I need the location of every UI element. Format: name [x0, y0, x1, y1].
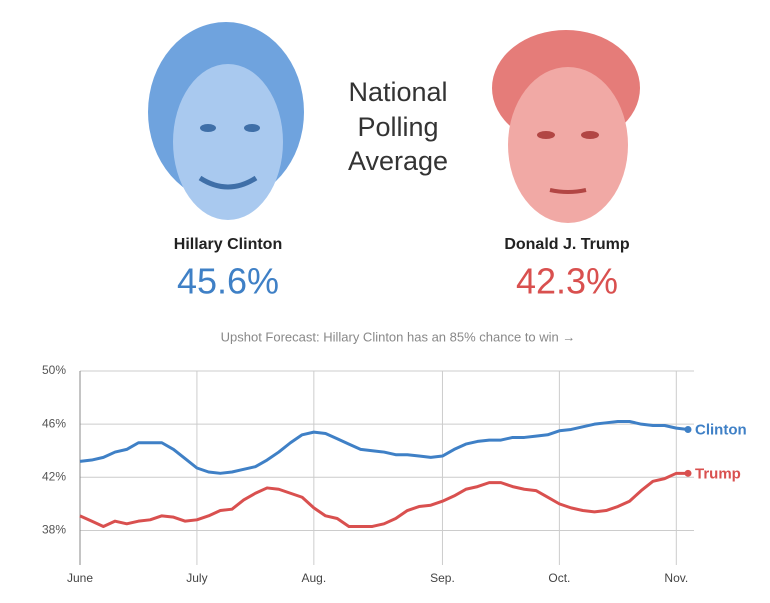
y-tick-label: 38% — [42, 523, 66, 537]
trump-portrait — [492, 30, 640, 223]
candidate-name: Hillary Clinton — [174, 236, 282, 253]
x-tick-label: Oct. — [548, 571, 570, 585]
y-tick-label: 46% — [42, 416, 66, 430]
series-line — [79, 471, 688, 528]
series-label: Clinton — [695, 421, 747, 438]
title-line: Polling — [357, 112, 438, 142]
title-line: Average — [348, 146, 448, 176]
x-tick-label: July — [186, 571, 207, 585]
x-tick-label: Sep. — [430, 571, 455, 585]
x-tick-label: Aug. — [302, 571, 327, 585]
candidate-share: 42.3% — [516, 261, 618, 302]
forecast-link[interactable]: Upshot Forecast: Hillary Clinton has an … — [221, 329, 576, 344]
end-point — [684, 469, 692, 477]
title-line: National — [348, 77, 447, 107]
y-tick-label: 42% — [42, 469, 66, 483]
clinton-portrait — [148, 22, 304, 220]
candidate-name: Donald J. Trump — [504, 236, 630, 253]
series-line — [79, 419, 689, 475]
y-tick-label: 50% — [42, 363, 66, 377]
x-tick-label: Nov. — [664, 571, 688, 585]
end-point — [684, 425, 692, 433]
candidate-share: 45.6% — [177, 261, 279, 302]
x-tick-label: June — [67, 571, 93, 585]
series-label: Trump — [695, 465, 741, 482]
